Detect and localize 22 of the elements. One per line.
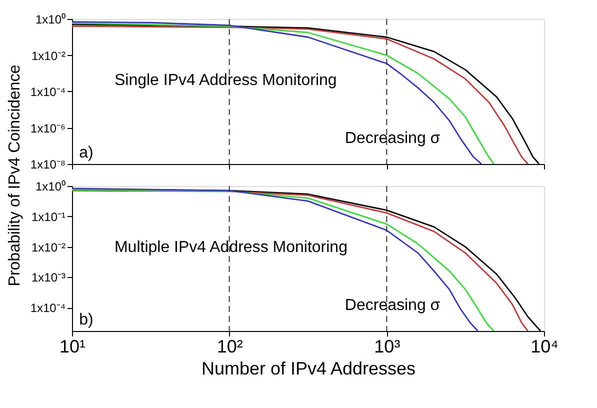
y-tick-label: 1x10⁻³ <box>31 270 66 285</box>
annotation: Decreasing σ <box>344 296 440 314</box>
x-axis-title: Number of IPv4 Addresses <box>201 358 416 378</box>
x-tick-label: 10⁴ <box>530 336 558 356</box>
x-tick-label: 10³ <box>374 336 400 356</box>
y-tick-label: 1x10⁰ <box>35 180 66 194</box>
annotation: Decreasing σ <box>344 130 440 147</box>
y-tick-label: 1x10⁻⁸ <box>30 158 66 172</box>
y-tick-label: 1x10⁰ <box>35 12 66 26</box>
y-axis-title: Probability of IPv4 Coincidence <box>6 64 24 286</box>
y-tick-label: 1x10⁻⁴ <box>30 85 66 99</box>
y-tick-label: 1x10⁻² <box>31 240 66 254</box>
y-tick-label: 1x10⁻⁶ <box>30 121 66 136</box>
y-tick-label: 1x10⁻⁴ <box>30 301 66 316</box>
y-tick-label: 1x10⁻² <box>31 48 66 63</box>
x-tick-label: 10² <box>216 336 243 356</box>
annotation: Single IPv4 Address Monitoring <box>114 72 337 89</box>
y-tick-label: 1x10⁻¹ <box>31 210 66 224</box>
annotation: a) <box>79 144 94 162</box>
x-tick-label: 10¹ <box>59 336 86 356</box>
annotation: Multiple IPv4 Address Monitoring <box>114 238 348 256</box>
annotation: b) <box>79 311 94 328</box>
